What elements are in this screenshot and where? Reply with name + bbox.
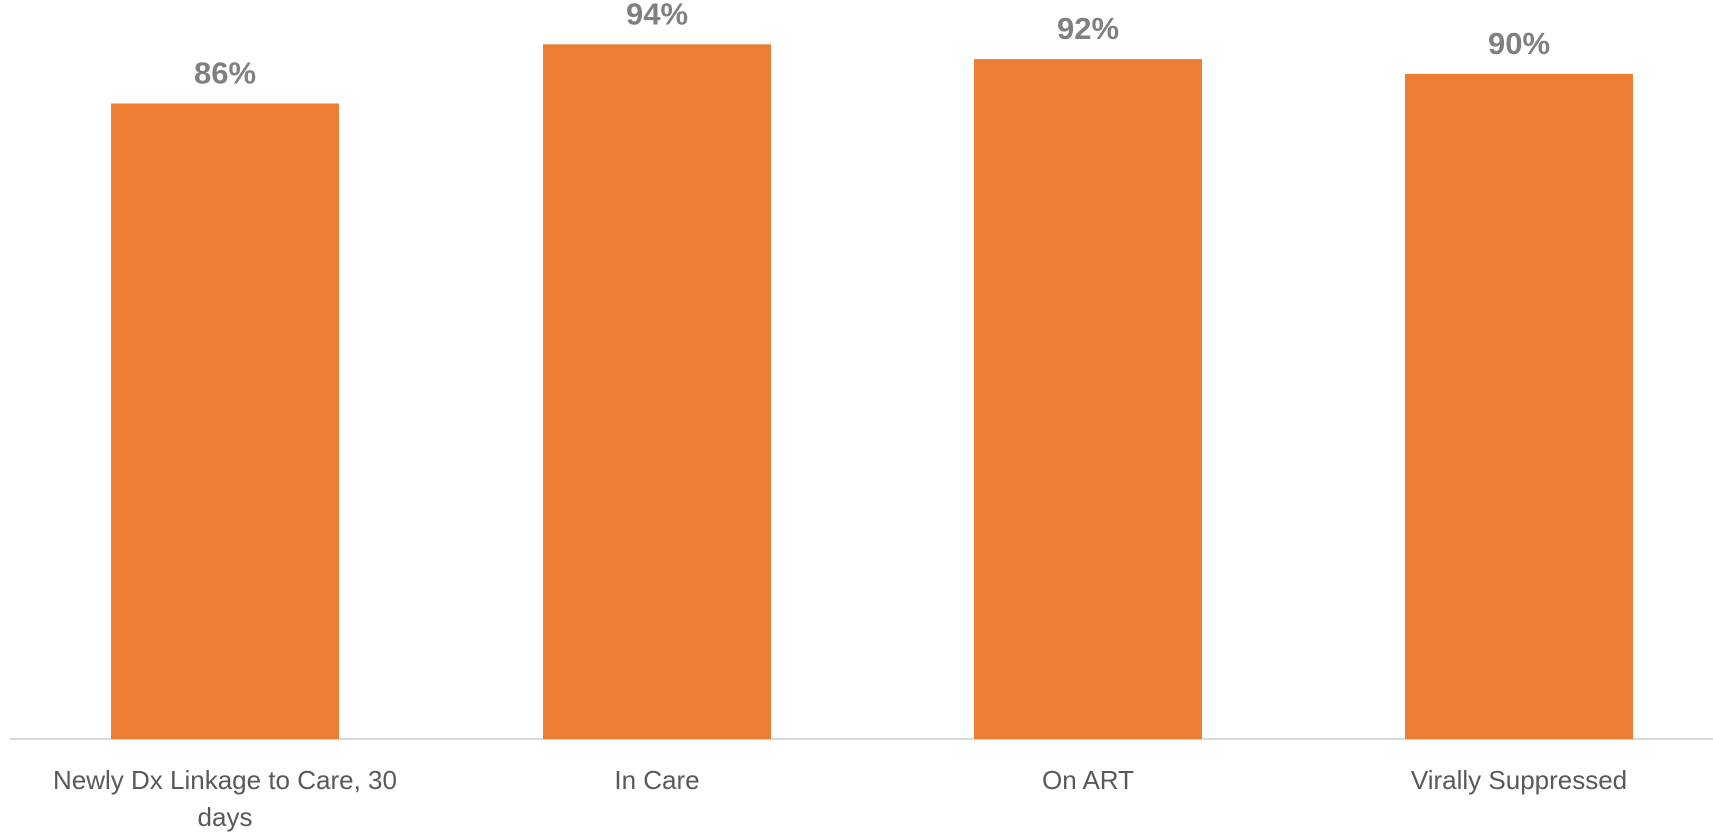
category-labels-group: Newly Dx Linkage to Care, 30 days In Care O… — [53, 765, 1627, 832]
bar-3 — [1405, 73, 1633, 739]
data-label-3: 90% — [1488, 26, 1550, 61]
data-label-2: 92% — [1057, 11, 1119, 46]
category-label-0-line-0: Newly Dx Linkage to Care, 30 — [53, 765, 397, 795]
data-labels-group: 86% 94% 92% 90% — [194, 0, 1550, 90]
data-label-1: 94% — [626, 0, 688, 31]
bars-group — [111, 44, 1633, 740]
bar-0 — [111, 103, 339, 739]
category-label-1: In Care — [614, 765, 699, 795]
bar-2 — [974, 59, 1202, 740]
category-label-3: Virally Suppressed — [1411, 765, 1627, 795]
data-label-0: 86% — [194, 55, 256, 90]
category-label-0-line-1: days — [198, 802, 253, 832]
category-label-2: On ART — [1042, 765, 1134, 795]
bar-1 — [543, 44, 771, 739]
